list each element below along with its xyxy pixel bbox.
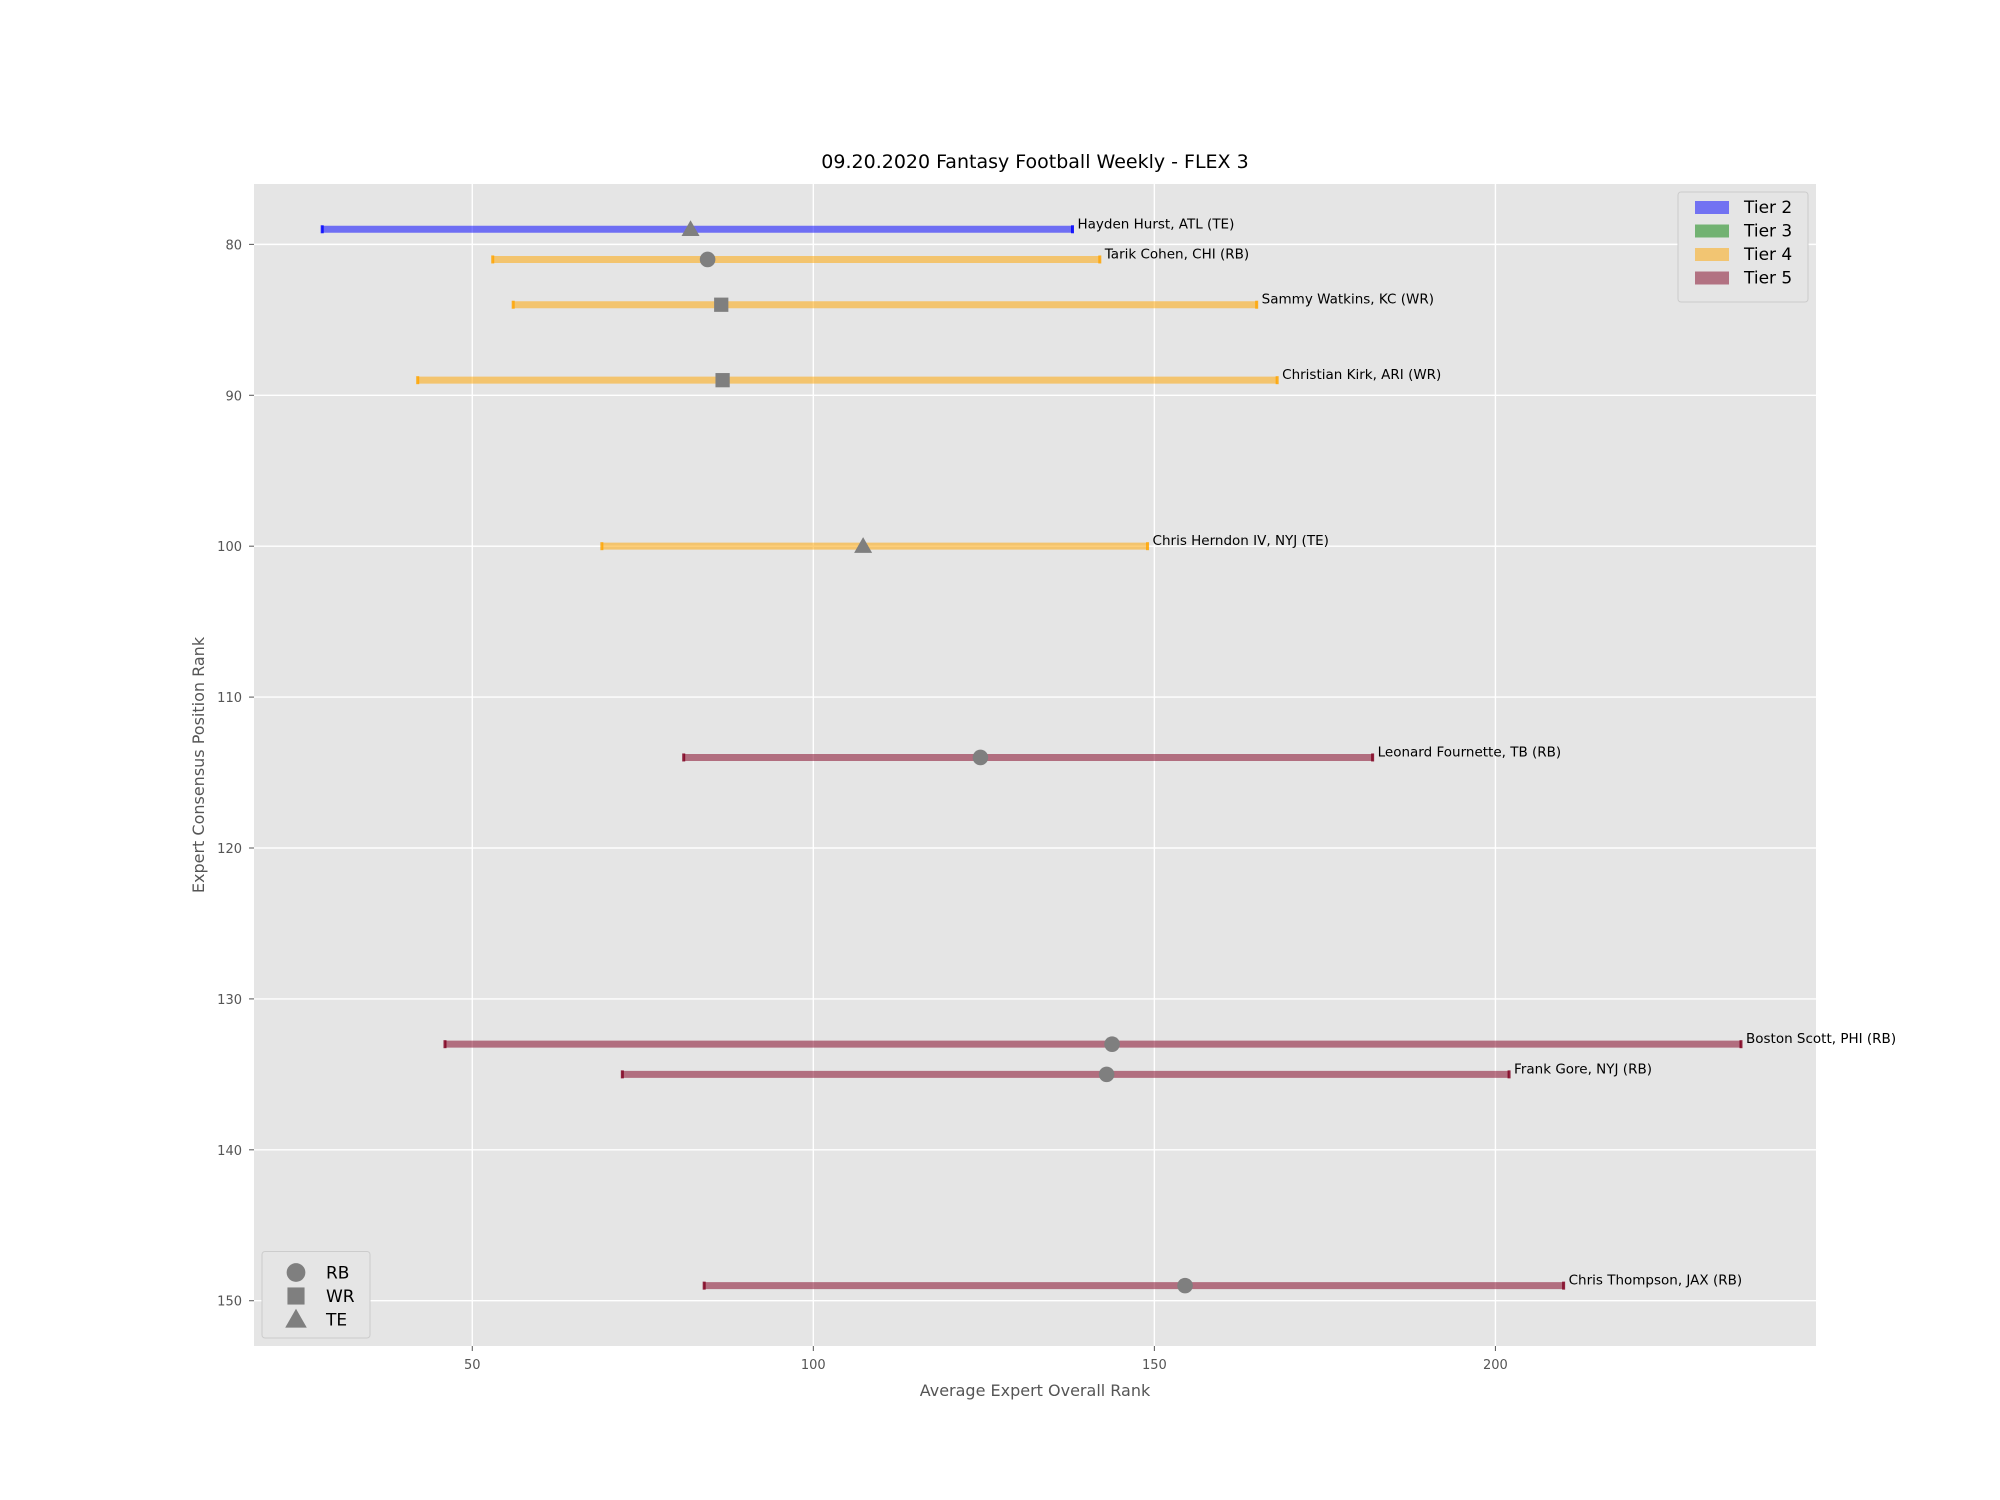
tier-legend-item-tier-2: Tier 2 [1695, 198, 1792, 218]
player-range-chris-thompson-jax-rb: Chris Thompson, JAX (RB) [702, 1273, 1743, 1294]
y-tick-label: 120 [217, 842, 242, 857]
x-axis-label: Average Expert Overall Rank [920, 1381, 1151, 1400]
y-tick-label: 80 [225, 238, 242, 253]
position-legend-item-rb: RB [286, 1263, 349, 1284]
tier-legend-item-tier-4: Tier 4 [1695, 245, 1792, 265]
player-label: Christian Kirk, ARI (WR) [1282, 367, 1441, 383]
player-label: Chris Thompson, JAX (RB) [1569, 1273, 1743, 1289]
player-label: Chris Herndon IV, NYJ (TE) [1153, 533, 1329, 549]
y-tick-label: 90 [225, 389, 242, 404]
plot-background [254, 184, 1816, 1346]
y-axis-label: Expert Consensus Position Rank [189, 636, 208, 893]
avg-rank-marker [972, 749, 989, 766]
tier-legend-label: Tier 2 [1743, 198, 1792, 218]
player-label: Tarik Cohen, CHI (RB) [1104, 246, 1249, 262]
tier-swatch [1695, 248, 1729, 261]
player-ranges: Hayden Hurst, ATL (TE) Tarik Cohen, CHI (… [320, 216, 1896, 1294]
tier-legend-item-tier-5: Tier 5 [1695, 269, 1792, 289]
tier-swatch [1695, 271, 1729, 285]
position-legend-item-te: TE [285, 1308, 347, 1331]
avg-rank-marker [1104, 1036, 1120, 1052]
y-axis-ticks: 80 90 100 110 120 130 140 150 [217, 238, 254, 1310]
tier-legend-label: Tier 4 [1743, 245, 1792, 265]
y-tick-label: 110 [217, 691, 242, 706]
x-tick-label: 200 [1483, 1358, 1508, 1373]
y-tick-label: 100 [217, 540, 242, 555]
player-range-frank-gore-nyj-rb: Frank Gore, NYJ (RB) [620, 1061, 1652, 1083]
player-range-leonard-fournette-tb-rb: Leonard Fournette, TB (RB) [682, 744, 1562, 766]
avg-rank-marker [714, 297, 729, 312]
position-marker-triangle [285, 1308, 307, 1328]
position-marker-circle [286, 1263, 306, 1282]
tier-swatch [1695, 224, 1729, 238]
x-tick-label: 100 [801, 1358, 826, 1373]
player-range-chris-herndon-iv-nyj-te: Chris Herndon IV, NYJ (TE) [600, 533, 1329, 553]
x-tick-label: 50 [464, 1358, 481, 1373]
position-legend: RB WR TE [261, 1251, 371, 1339]
player-range-tarik-cohen-chi-rb: Tarik Cohen, CHI (RB) [491, 246, 1249, 268]
player-range-boston-scott-phi-rb: Boston Scott, PHI (RB) [443, 1031, 1896, 1052]
player-label: Hayden Hurst, ATL (TE) [1078, 216, 1235, 232]
tier-swatch [1695, 201, 1729, 214]
y-tick-label: 150 [217, 1295, 242, 1310]
y-tick-label: 130 [217, 993, 242, 1008]
player-label: Sammy Watkins, KC (WR) [1262, 292, 1434, 308]
chart-title: 09.20.2020 Fantasy Football Weekly - FLE… [821, 151, 1248, 173]
avg-rank-marker [681, 220, 700, 237]
avg-rank-marker [699, 251, 716, 268]
avg-rank-marker [715, 373, 730, 388]
player-range-hayden-hurst-atl-te: Hayden Hurst, ATL (TE) [320, 216, 1235, 237]
tier-legend-label: Tier 3 [1743, 222, 1792, 242]
position-legend-label: WR [326, 1287, 355, 1307]
x-tick-label: 150 [1142, 1358, 1167, 1373]
player-label: Frank Gore, NYJ (RB) [1514, 1061, 1652, 1077]
position-legend-label: RB [326, 1264, 349, 1284]
avg-rank-marker [1177, 1277, 1193, 1294]
y-tick-label: 140 [217, 1144, 242, 1159]
avg-rank-marker [854, 537, 873, 553]
player-label: Boston Scott, PHI (RB) [1746, 1031, 1896, 1047]
tier-legend: Tier 2 Tier 3 Tier 4 Tier 5 [1677, 191, 1809, 303]
player-label: Leonard Fournette, TB (RB) [1378, 744, 1562, 760]
player-range-christian-kirk-ari-wr: Christian Kirk, ARI (WR) [416, 367, 1441, 388]
position-marker-square [287, 1287, 305, 1305]
tier-legend-label: Tier 5 [1743, 269, 1792, 289]
position-legend-item-wr: WR [287, 1287, 355, 1307]
position-legend-label: TE [325, 1311, 347, 1331]
x-axis-ticks: 50 100 150 200 [464, 1346, 1508, 1373]
tier-legend-item-tier-3: Tier 3 [1695, 222, 1792, 242]
player-range-sammy-watkins-kc-wr: Sammy Watkins, KC (WR) [511, 292, 1434, 312]
avg-rank-marker [1098, 1066, 1115, 1083]
